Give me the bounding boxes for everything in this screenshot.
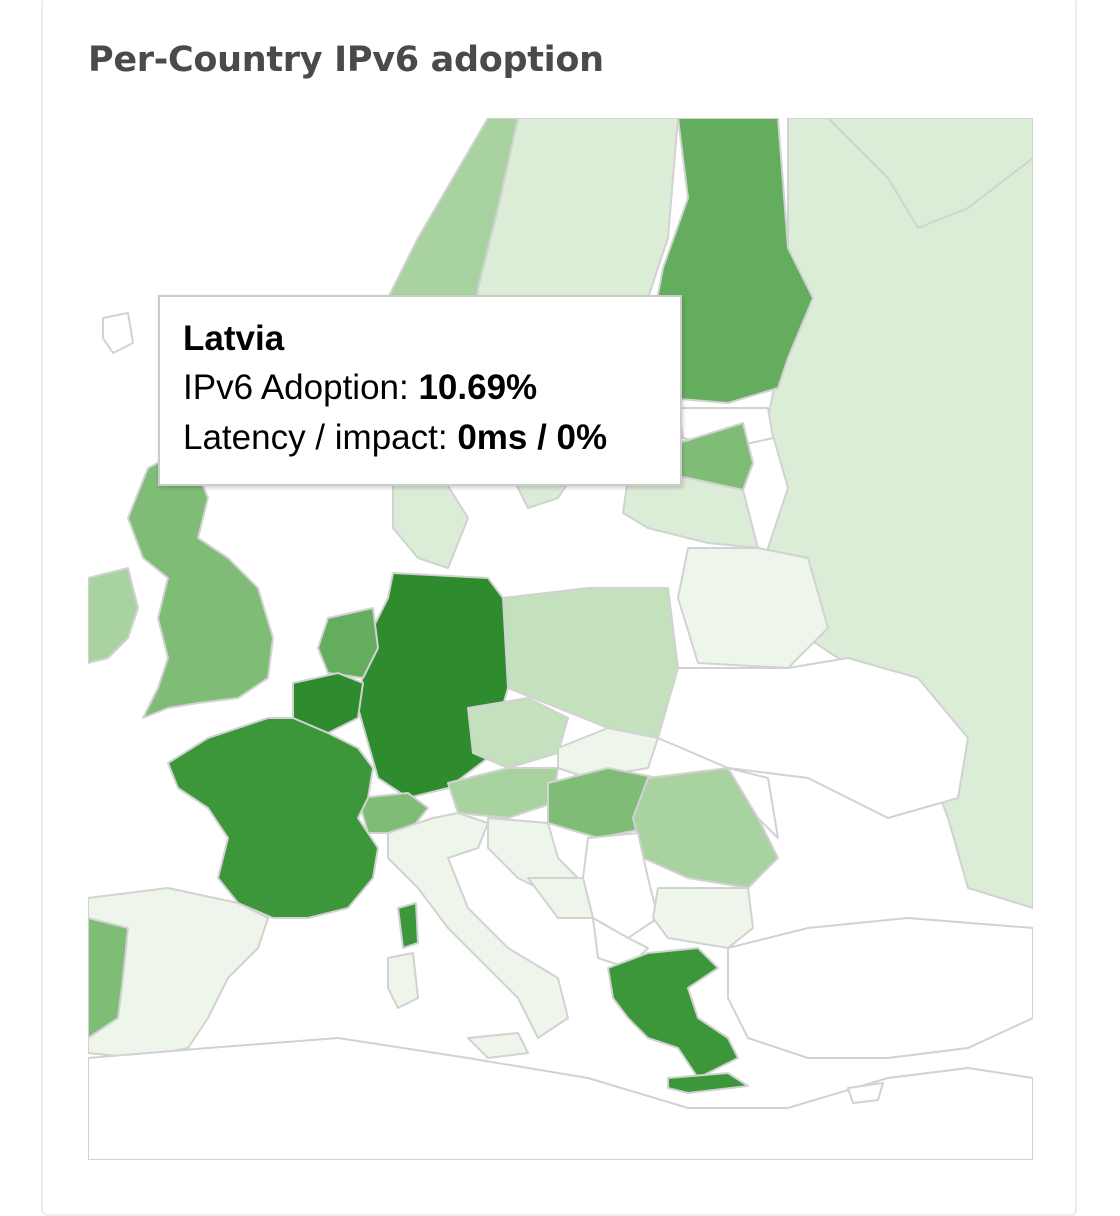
country-czechia[interactable]: [467, 697, 569, 769]
europe-map[interactable]: [88, 118, 1033, 1160]
country-france[interactable]: [167, 717, 379, 919]
country-netherlands[interactable]: [317, 607, 379, 679]
country-denmark[interactable]: [392, 477, 469, 569]
country-united-kingdom[interactable]: [127, 447, 274, 719]
country-italy-sicily[interactable]: [467, 1032, 529, 1059]
country-ireland[interactable]: [88, 567, 139, 664]
tooltip-adoption-label: IPv6 Adoption:: [183, 368, 409, 407]
country-greece[interactable]: [607, 947, 739, 1079]
tooltip-latency-label: Latency / impact:: [183, 418, 448, 457]
country-cyprus[interactable]: [847, 1082, 884, 1104]
tooltip-latency-row: Latency / impact: 0ms / 0%: [183, 418, 680, 458]
country-italy-sardinia[interactable]: [387, 952, 419, 1009]
country-belarus[interactable]: [677, 547, 829, 669]
tooltip-country-name: Latvia: [183, 319, 285, 358]
country-italy[interactable]: [387, 812, 569, 1039]
country-lithuania[interactable]: [622, 477, 759, 549]
country-switzerland[interactable]: [357, 792, 429, 834]
card-title: Per-Country IPv6 adoption: [88, 40, 604, 80]
country-finland[interactable]: [647, 118, 814, 404]
tooltip-adoption-value: 10.69%: [418, 368, 538, 407]
tooltip-adoption-row: IPv6 Adoption: 10.69%: [183, 368, 680, 408]
country-russia-north[interactable]: [827, 118, 1033, 229]
country-bulgaria[interactable]: [652, 887, 754, 949]
country-bosnia[interactable]: [527, 877, 594, 919]
country-north-africa[interactable]: [88, 1037, 1033, 1160]
map-tooltip: Latvia IPv6 Adoption: 10.69% Latency / i…: [158, 295, 682, 486]
tooltip-latency-value: 0ms / 0%: [457, 418, 608, 457]
country-iceland[interactable]: [102, 312, 134, 354]
country-france-corsica[interactable]: [397, 902, 419, 949]
country-germany[interactable]: [357, 572, 509, 799]
country-turkey[interactable]: [727, 917, 1033, 1059]
country-greece-crete[interactable]: [667, 1072, 749, 1094]
country-portugal[interactable]: [88, 917, 129, 1039]
country-moldova[interactable]: [727, 767, 779, 839]
